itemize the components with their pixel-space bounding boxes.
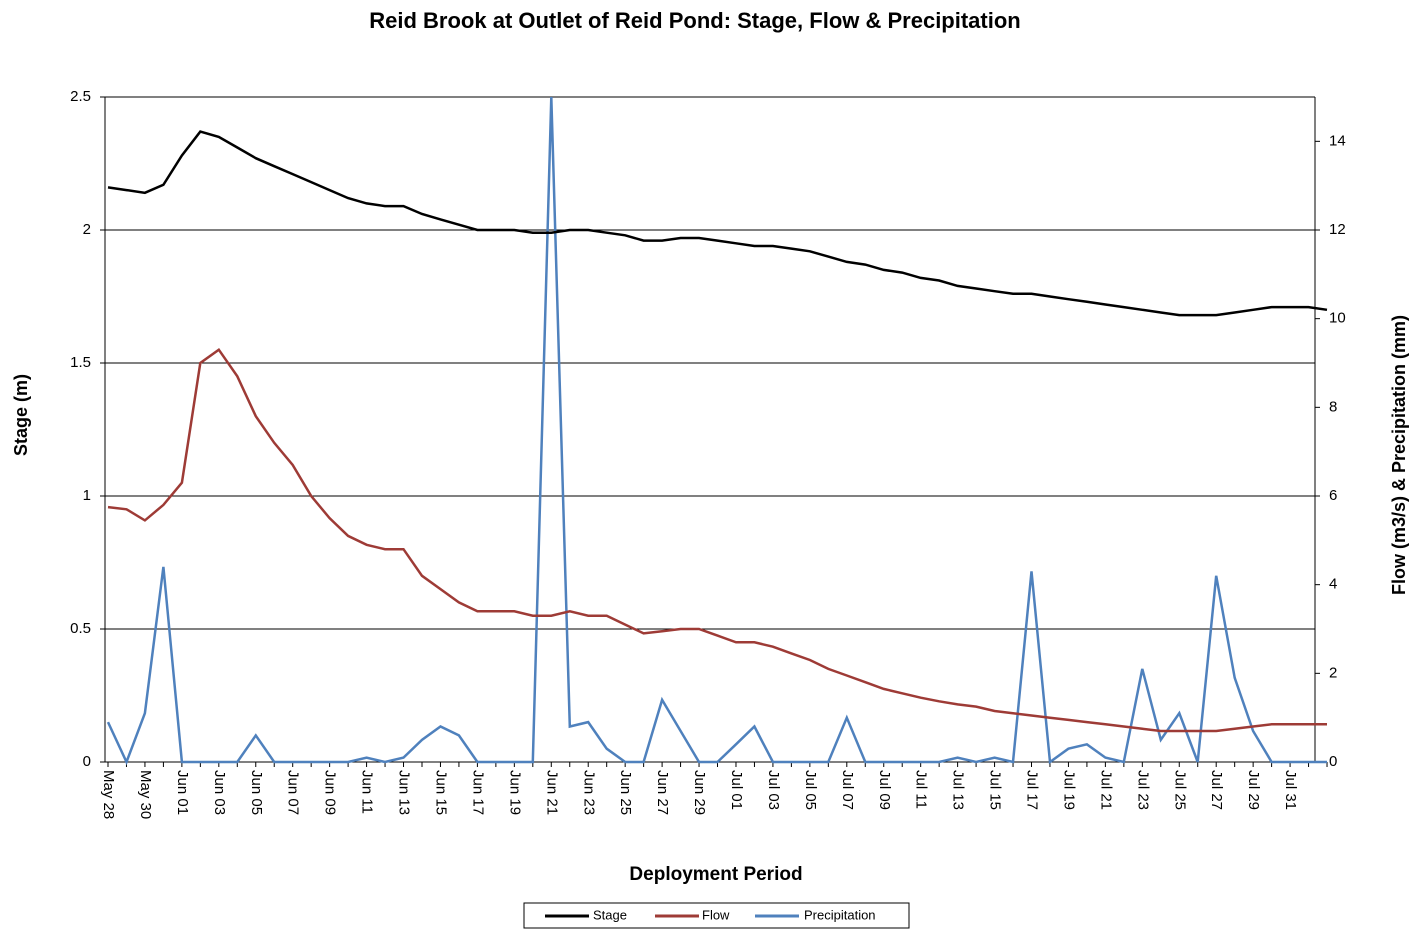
legend-label: Stage: [593, 907, 627, 922]
x-tick-label: Jul 17: [1024, 770, 1041, 810]
y-tick-label: 1: [83, 487, 91, 504]
x-tick-label: Jun 21: [543, 770, 560, 815]
x-tick-label: Jul 05: [802, 770, 819, 810]
legend-label: Precipitation: [804, 907, 876, 922]
chart-title: Reid Brook at Outlet of Reid Pond: Stage…: [369, 8, 1020, 33]
x-tick-label: Jun 07: [285, 770, 302, 815]
x-tick-label: Jul 13: [950, 770, 967, 810]
x-tick-label: Jun 27: [654, 770, 671, 815]
x-tick-label: Jun 13: [396, 770, 413, 815]
y2-tick-label: 6: [1329, 487, 1337, 504]
series-line: [106, 96, 1327, 766]
y-axis-label: Stage (m): [11, 374, 31, 456]
series-line: [107, 347, 1327, 733]
y-tick-label: 2: [83, 221, 91, 238]
x-tick-label: Jul 31: [1282, 770, 1299, 810]
x-tick-label: Jul 03: [765, 770, 782, 810]
y2-tick-label: 2: [1329, 664, 1337, 681]
x-tick-label: Jun 11: [359, 770, 376, 814]
legend-label: Flow: [702, 907, 730, 922]
x-axis-label: Deployment Period: [629, 864, 802, 885]
x-tick-label: Jun 15: [432, 770, 449, 815]
y2-tick-label: 8: [1329, 398, 1337, 415]
y-tick-label: 0: [83, 753, 91, 770]
x-tick-label: Jul 23: [1134, 770, 1151, 810]
x-tick-label: Jul 07: [839, 770, 856, 810]
y2-tick-label: 10: [1329, 310, 1346, 327]
x-tick-label: Jul 27: [1208, 770, 1225, 810]
x-tick-label: Jul 09: [876, 770, 893, 810]
y2-tick-label: 14: [1329, 132, 1346, 149]
y2-tick-label: 0: [1329, 753, 1337, 770]
x-tick-label: Jun 09: [322, 770, 339, 815]
y-tick-label: 2.5: [70, 88, 91, 105]
series-line: [107, 130, 1328, 317]
x-tick-label: Jul 11: [913, 770, 930, 809]
x-tick-label: Jul 19: [1060, 770, 1077, 810]
x-tick-label: Jul 29: [1245, 770, 1262, 810]
x-tick-label: Jun 29: [691, 770, 708, 815]
y-tick-label: 1.5: [70, 354, 91, 371]
x-tick-label: Jul 15: [987, 770, 1004, 810]
y2-axis-label: Flow (m3/s) & Precipitation (mm): [1389, 315, 1409, 595]
x-tick-label: Jul 25: [1171, 770, 1188, 810]
y-tick-label: 0.5: [70, 620, 91, 637]
x-tick-label: Jul 01: [728, 770, 745, 810]
x-tick-label: Jun 25: [617, 770, 634, 815]
y2-tick-label: 12: [1329, 221, 1346, 238]
x-tick-label: Jul 21: [1097, 770, 1114, 810]
x-tick-label: May 30: [137, 770, 154, 819]
y2-tick-label: 4: [1329, 576, 1337, 593]
x-tick-label: Jun 23: [580, 770, 597, 815]
x-tick-label: Jun 03: [211, 770, 228, 815]
x-tick-label: Jun 01: [174, 770, 191, 815]
x-tick-label: May 28: [100, 770, 117, 819]
x-tick-label: Jun 17: [469, 770, 486, 815]
x-tick-label: Jun 05: [248, 770, 265, 815]
x-tick-label: Jun 19: [506, 770, 523, 815]
